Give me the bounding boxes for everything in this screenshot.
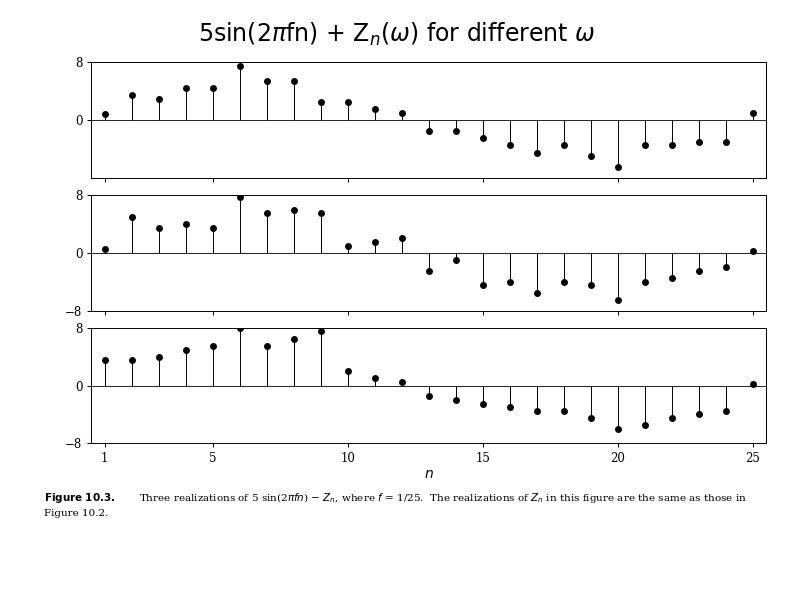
Point [368,237,381,247]
Point [395,234,408,243]
Point [530,148,543,158]
Point [206,341,219,350]
Point [476,281,489,290]
Point [125,90,138,100]
Point [638,140,651,150]
Point [152,223,165,233]
Point [611,424,624,434]
Point [233,192,246,201]
Point [368,105,381,114]
Text: 5sin(2$\pi$fn) + Z$_n$($\omega$) for different $\omega$: 5sin(2$\pi$fn) + Z$_n$($\omega$) for dif… [198,21,596,48]
Point [476,399,489,408]
Point [341,241,354,250]
Point [746,108,759,118]
Point [206,83,219,92]
Point [692,266,705,275]
Text: Three realizations of 5 sin(2$\pi fn$) $-$ $Z_n$, where $f$ = 1/25.  The realiza: Three realizations of 5 sin(2$\pi fn$) $… [139,491,747,505]
Point [368,374,381,383]
Point [260,341,273,350]
Point [503,140,516,150]
Point [314,327,327,336]
Point [638,277,651,286]
Point [665,414,678,423]
Point [395,108,408,118]
Point [557,406,570,415]
Point [422,266,435,275]
Point [152,352,165,362]
Point [179,220,192,229]
Point [449,255,462,265]
Point [584,152,597,161]
Point [422,126,435,136]
Point [719,262,732,272]
Point [719,137,732,146]
Point [719,406,732,415]
Point [98,109,111,119]
Point [287,76,300,85]
Point [395,377,408,387]
Point [746,247,759,256]
Point [530,288,543,298]
Text: $n$: $n$ [424,467,434,481]
Point [314,208,327,218]
Point [287,334,300,343]
Point [179,83,192,92]
Point [530,406,543,415]
Point [341,98,354,107]
Point [638,421,651,430]
Point [152,94,165,104]
Point [125,356,138,365]
Point [584,414,597,423]
Point [125,212,138,221]
Point [287,205,300,214]
Point [476,133,489,143]
Point [449,395,462,405]
Point [98,245,111,254]
Point [260,76,273,85]
Point [449,126,462,136]
Point [584,281,597,290]
Point [611,295,624,305]
Point [233,61,246,71]
Point [422,392,435,401]
Point [557,140,570,150]
Point [557,277,570,286]
Point [341,367,354,376]
Point [260,208,273,218]
Point [98,356,111,365]
Point [179,345,192,354]
Point [314,98,327,107]
Point [665,273,678,283]
Point [503,402,516,412]
Point [692,410,705,419]
Point [233,323,246,333]
Text: $\bf{Figure\ 10.3.}$: $\bf{Figure\ 10.3.}$ [44,491,115,505]
Point [206,223,219,233]
Point [611,162,624,172]
Point [665,140,678,150]
Point [503,277,516,286]
Point [692,137,705,146]
Text: Figure 10.2.: Figure 10.2. [44,509,108,518]
Point [746,380,759,389]
